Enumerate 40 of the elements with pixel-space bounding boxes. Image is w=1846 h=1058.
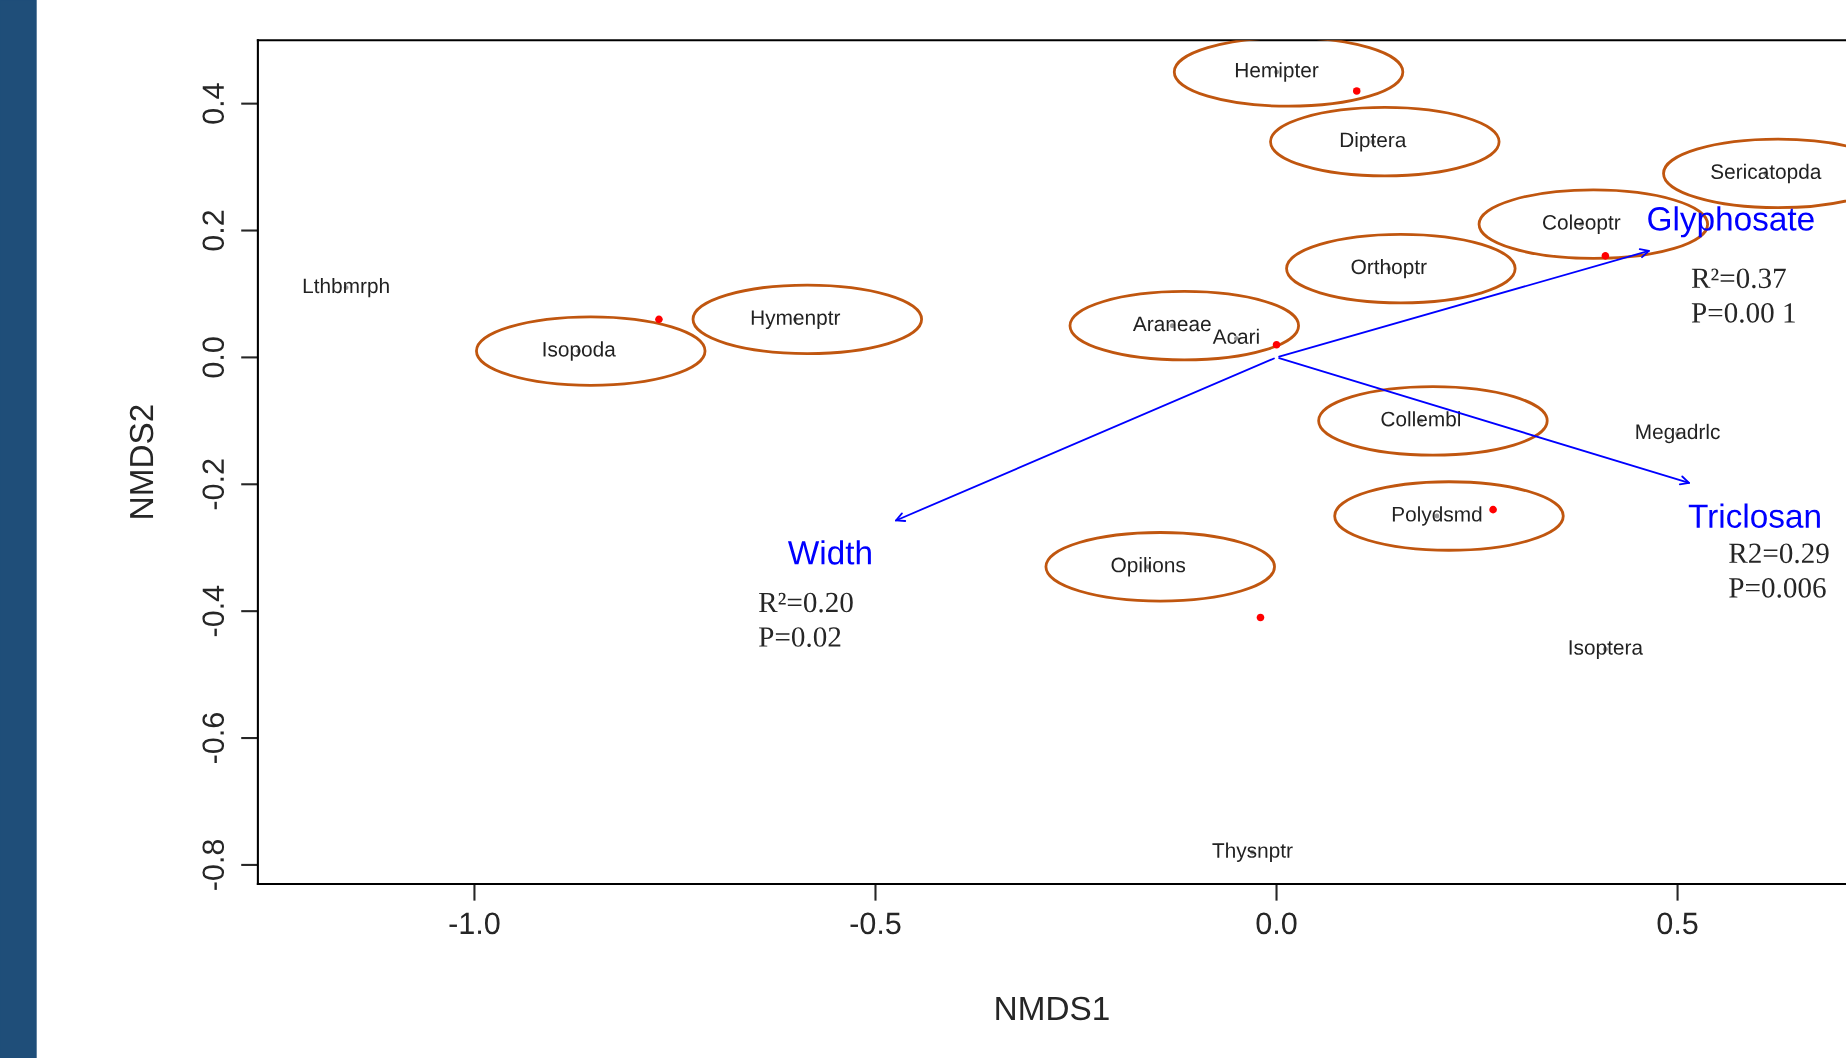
y-tick-label: 0.0 bbox=[202, 337, 225, 378]
data-label: Thysnptr bbox=[1212, 842, 1293, 862]
x-tick-label: -0.5 bbox=[850, 912, 901, 935]
data-label: Acari bbox=[1212, 328, 1259, 344]
data-label: Orthoptr bbox=[1351, 258, 1427, 279]
point bbox=[1272, 340, 1281, 349]
data-label: Lthbmrph bbox=[303, 277, 389, 298]
data-label: Opilions bbox=[1111, 557, 1186, 577]
point bbox=[1601, 252, 1610, 260]
x-tick-label: 0.0 bbox=[1256, 912, 1297, 935]
annotation: Triclosan bbox=[1688, 503, 1820, 528]
data-label: Hymenptr bbox=[751, 310, 841, 330]
data-label: Isoptera bbox=[1569, 640, 1644, 659]
y-axis-title: NMDS2 bbox=[129, 405, 154, 518]
data-label: Araneae bbox=[1132, 316, 1211, 332]
y-tick-label: -0.4 bbox=[202, 585, 225, 637]
y-tick-label: -0.8 bbox=[202, 839, 225, 890]
x-tick-label: 0.5 bbox=[1657, 912, 1698, 935]
annotation: Width bbox=[787, 540, 871, 565]
point bbox=[1489, 505, 1497, 514]
x-axis-title: NMDS1 bbox=[996, 996, 1109, 1021]
data-label: Coleoptr bbox=[1543, 214, 1621, 234]
data-label: Isopoda bbox=[543, 341, 616, 361]
data-label: Sericatopda bbox=[1711, 163, 1822, 184]
data-label: Megadrlc bbox=[1636, 423, 1720, 444]
annotation: R²=0.37 P=0.00 1 bbox=[1691, 268, 1795, 323]
point bbox=[1352, 87, 1361, 95]
x-tick-label: -1.0 bbox=[449, 912, 500, 935]
data-label: Polydsmd bbox=[1392, 506, 1482, 526]
point bbox=[655, 315, 663, 324]
data-label: Collembl bbox=[1381, 411, 1461, 427]
annotation: R²=0.20 P=0.02 bbox=[759, 592, 853, 647]
y-tick-label: 0.2 bbox=[202, 210, 225, 251]
y-tick-label: -0.6 bbox=[202, 713, 225, 764]
point bbox=[1256, 613, 1265, 622]
data-label: Diptera bbox=[1340, 132, 1407, 152]
y-tick-label: 0.4 bbox=[202, 83, 225, 124]
annotation: R2=0.29 P=0.006 bbox=[1729, 543, 1829, 598]
y-tick-label: -0.2 bbox=[202, 459, 225, 510]
data-label: Hemipter bbox=[1235, 62, 1319, 82]
